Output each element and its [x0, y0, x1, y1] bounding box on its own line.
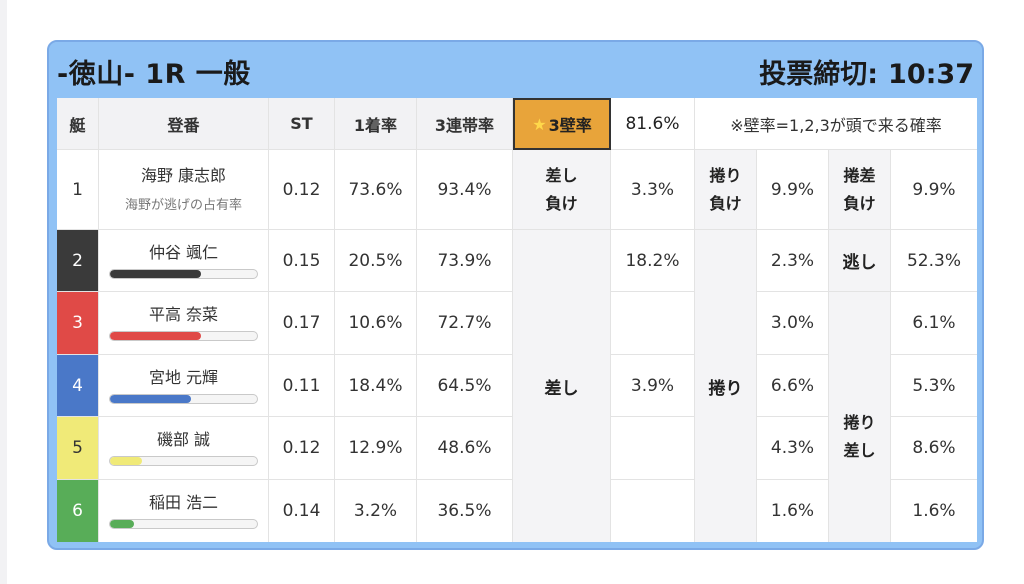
win1-value: 73.6%: [335, 150, 417, 230]
win1-value: 20.5%: [335, 230, 417, 292]
race-title: -徳山- 1R 一般: [57, 59, 251, 90]
left-edge-strip: [0, 0, 7, 584]
makuri-value-2: 2.3%: [757, 230, 829, 292]
makuri-make-value: 9.9%: [757, 150, 829, 230]
waku-1: 1: [57, 150, 99, 230]
wall-rate-bar: [109, 393, 258, 404]
sashi-row2-value: 18.2%: [611, 230, 695, 292]
makurisashi-value-3: 6.1%: [891, 292, 977, 355]
sashi-value: 3.9%: [611, 355, 695, 417]
kabe-value: 81.6%: [611, 98, 695, 150]
st-value: 0.14: [269, 480, 335, 542]
player-cell-4[interactable]: 宮地 元輝: [99, 355, 269, 417]
deadline: 投票締切: 10:37: [759, 52, 974, 91]
makuri-value-4: 6.6%: [757, 355, 829, 417]
waku-5: 5: [57, 417, 99, 480]
sashi-make-line1: 差し: [545, 165, 578, 185]
makurisashi-make-line2: 負け: [843, 193, 876, 213]
wall-rate-bar-fill: [110, 332, 202, 340]
win1-value: 18.4%: [335, 355, 417, 417]
kabe-note: ※壁率=1,2,3が頭で来る確率: [695, 98, 977, 150]
race-card: -徳山- 1R 一般 投票締切: 10:37 艇 登番 ST 1着率 3連帯率 ★…: [47, 40, 984, 550]
nige-value: 52.3%: [891, 230, 977, 292]
makurisashi-label: 捲り 差し: [829, 292, 891, 542]
st-value: 0.17: [269, 292, 335, 355]
ren3-value: 72.7%: [417, 292, 513, 355]
player-escape-note: 海野が逃げの占有率: [124, 198, 242, 213]
makurisashi-make-line1: 捲差: [843, 165, 876, 185]
makuri-value-6: 1.6%: [757, 480, 829, 542]
makuri-make-label: 捲り 負け: [695, 150, 757, 230]
header-waku: 艇: [57, 98, 99, 150]
sashi-row6-value: [611, 480, 695, 542]
deadline-time: 10:37: [888, 59, 974, 90]
makurisashi-value-6: 1.6%: [891, 480, 977, 542]
st-value: 0.15: [269, 230, 335, 292]
win1-value: 3.2%: [335, 480, 417, 542]
player-name: 宮地 元輝: [148, 367, 219, 387]
ren3-value: 36.5%: [417, 480, 513, 542]
header-win1: 1着率: [335, 98, 417, 150]
sashi-make-label: 差し 負け: [513, 150, 611, 230]
player-name: 平高 奈菜: [148, 305, 219, 324]
makurisashi-make-value: 9.9%: [891, 150, 977, 230]
makuri-value-5: 4.3%: [757, 417, 829, 480]
player-name: 稲田 浩二: [148, 493, 219, 512]
deadline-label: 投票締切:: [759, 59, 879, 90]
wall-rate-bar-fill: [110, 457, 143, 465]
st-value: 0.11: [269, 355, 335, 417]
win1-value: 12.9%: [335, 417, 417, 480]
player-name: 海野 康志郎: [140, 166, 227, 185]
ren3-value: 48.6%: [417, 417, 513, 480]
waku-3: 3: [57, 292, 99, 355]
st-value: 0.12: [269, 417, 335, 480]
makurisashi-line1: 捲り: [843, 413, 876, 432]
ren3-value: 73.9%: [417, 230, 513, 292]
makuri-value-3: 3.0%: [757, 292, 829, 355]
st-value: 0.12: [269, 150, 335, 230]
header-kabe[interactable]: ★ 3壁率: [513, 98, 611, 150]
wall-rate-bar-fill: [110, 394, 191, 403]
header-ren3: 3連帯率: [417, 98, 513, 150]
star-icon: ★: [532, 114, 547, 134]
makuri-make-line1: 捲り: [709, 165, 742, 185]
wall-rate-bar: [109, 331, 258, 341]
wall-rate-bar: [109, 456, 258, 466]
makurisashi-value-4: 5.3%: [891, 355, 977, 417]
waku-2: 2: [57, 230, 99, 292]
wall-rate-bar-fill: [110, 269, 202, 278]
sashi-make-line2: 負け: [545, 193, 578, 213]
makuri-make-line2: 負け: [709, 193, 742, 213]
sashi-label: 差し: [513, 230, 611, 542]
ren3-value: 93.4%: [417, 150, 513, 230]
waku-4: 4: [57, 355, 99, 417]
header-player: 登番: [99, 98, 269, 150]
wall-rate-bar: [109, 268, 258, 279]
makurisashi-value-5: 8.6%: [891, 417, 977, 480]
player-cell-3[interactable]: 平高 奈菜: [99, 292, 269, 355]
player-cell-5[interactable]: 磯部 誠: [99, 417, 269, 480]
player-cell-6[interactable]: 稲田 浩二: [99, 480, 269, 542]
sashi-row5-value: [611, 417, 695, 480]
sashi-row3-value: [611, 292, 695, 355]
ren3-value: 64.5%: [417, 355, 513, 417]
wall-rate-bar-fill: [110, 520, 134, 528]
waku-6: 6: [57, 480, 99, 542]
makurisashi-make-label: 捲差 負け: [829, 150, 891, 230]
header-st: ST: [269, 98, 335, 150]
player-name: 仲谷 颯仁: [148, 242, 219, 262]
nige-label: 逃し: [829, 230, 891, 292]
race-header: -徳山- 1R 一般 投票締切: 10:37: [49, 42, 982, 98]
prediction-table: 艇 登番 ST 1着率 3連帯率 ★ 3壁率 81.6% ※壁率=1,2,3が頭で…: [57, 98, 977, 542]
header-kabe-label: 3壁率: [548, 116, 592, 135]
player-name: 磯部 誠: [156, 430, 211, 449]
player-cell-2[interactable]: 仲谷 颯仁: [99, 230, 269, 292]
player-cell-1[interactable]: 海野 康志郎 海野が逃げの占有率: [99, 150, 269, 230]
makuri-label: 捲り: [695, 230, 757, 542]
win1-value: 10.6%: [335, 292, 417, 355]
makurisashi-line2: 差し: [843, 441, 876, 460]
sashi-make-value: 3.3%: [611, 150, 695, 230]
wall-rate-bar: [109, 519, 258, 529]
